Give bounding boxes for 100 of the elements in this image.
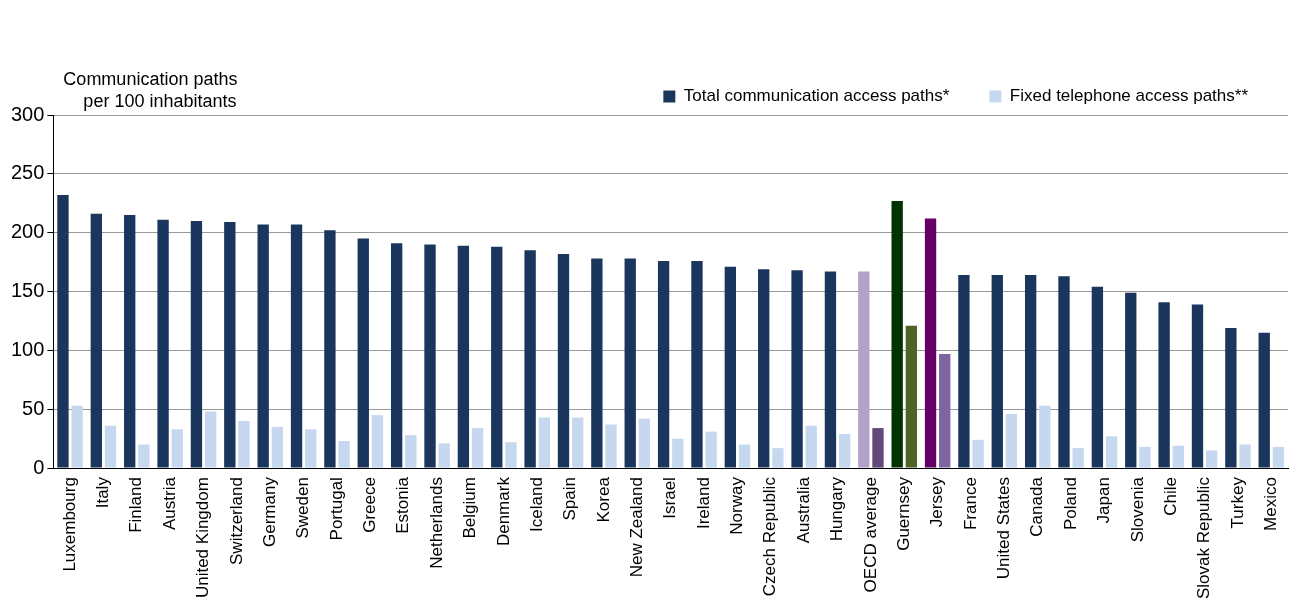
- x-tick-label: Czech Republic: [760, 476, 780, 597]
- y-tick-label: 300: [10, 102, 45, 125]
- bar: [524, 250, 536, 468]
- x-tick-label: Germany: [259, 476, 279, 548]
- bar: [1258, 332, 1270, 468]
- bar: [224, 222, 236, 468]
- x-tick-label: Estonia: [393, 476, 413, 534]
- bar: [724, 266, 736, 468]
- bar: [557, 253, 570, 468]
- bar: [691, 260, 703, 468]
- x-tick-label: Switzerland: [226, 477, 246, 565]
- x-tick-label: Sweden: [293, 477, 313, 539]
- bar: [905, 325, 918, 468]
- bar: [838, 433, 851, 468]
- bar: [824, 271, 837, 468]
- x-tick-label: Luxembourg: [59, 477, 79, 572]
- bar: [972, 439, 984, 468]
- bar: [238, 421, 250, 468]
- x-tick-label: Spain: [560, 477, 580, 521]
- bar: [1239, 444, 1251, 468]
- bar: [338, 441, 350, 468]
- bar: [1272, 446, 1285, 468]
- bar: [204, 411, 217, 468]
- bar: [1125, 292, 1137, 468]
- bar: [290, 224, 303, 468]
- bar: [624, 258, 636, 468]
- y-axis-title: Communication paths per 100 inhabitants: [63, 68, 238, 111]
- x-tick-label: Poland: [1060, 477, 1080, 531]
- bar: [1172, 445, 1184, 468]
- x-tick-label: Chile: [1160, 477, 1180, 516]
- y-tick-label: 200: [10, 220, 45, 243]
- x-tick-label: Netherlands: [426, 477, 446, 569]
- x-tick-label: United Kingdom: [193, 477, 213, 599]
- x-tick-label: Finland: [126, 477, 146, 533]
- bar: [657, 260, 670, 468]
- bar: [1072, 448, 1084, 468]
- bar: [791, 270, 803, 468]
- bar: [738, 444, 751, 468]
- bar: [71, 405, 83, 468]
- bar: [424, 244, 436, 468]
- bar: [171, 429, 183, 468]
- x-tick-label: Israel: [660, 477, 680, 519]
- x-tick-label: Slovak Republic: [1194, 476, 1214, 600]
- bar: [371, 415, 384, 468]
- bar: [705, 431, 717, 468]
- bar: [572, 417, 584, 468]
- bar: [924, 218, 937, 468]
- bar: [1005, 413, 1018, 468]
- x-tick-label: Guernsey: [893, 476, 913, 551]
- x-tick-label: Korea: [593, 476, 613, 523]
- bar: [138, 444, 150, 468]
- x-tick-label: Italy: [93, 476, 113, 509]
- x-tick-label: France: [960, 477, 980, 531]
- x-tick-label: Norway: [727, 476, 747, 535]
- bar: [1206, 450, 1218, 468]
- bar: [1105, 436, 1118, 468]
- bar: [57, 195, 69, 468]
- x-tick-label: Canada: [1027, 476, 1047, 537]
- bar: [190, 220, 203, 468]
- y-tick-label: 250: [10, 161, 45, 184]
- bar: [772, 448, 784, 468]
- bar: [758, 269, 770, 468]
- bar: [390, 243, 403, 468]
- bar: [1091, 286, 1104, 468]
- x-tick-label: Jersey: [927, 476, 947, 528]
- bar: [1225, 328, 1237, 468]
- legend-label: Fixed telephone access paths**: [1009, 86, 1249, 106]
- y-tick-label: 0: [33, 455, 45, 478]
- bar: [939, 353, 951, 468]
- x-tick-label: Greece: [360, 477, 380, 533]
- bar: [538, 417, 550, 468]
- bar: [858, 271, 870, 468]
- bar: [591, 258, 603, 468]
- x-tick-label: Portugal: [326, 477, 346, 541]
- bar: [1158, 302, 1170, 468]
- x-tick-label: New Zealand: [627, 477, 646, 578]
- bar: [157, 219, 169, 468]
- x-tick-label: OECD average: [860, 477, 880, 593]
- bar: [1058, 276, 1070, 468]
- bar: [305, 429, 317, 468]
- bar: [1024, 275, 1037, 468]
- x-tick-label: Turkey: [1227, 476, 1247, 529]
- x-tick-label: Belgium: [460, 477, 480, 539]
- x-tick-label: United States: [994, 477, 1014, 580]
- bar: [805, 425, 817, 468]
- bar: [1039, 405, 1051, 468]
- x-tick-label: Ireland: [693, 477, 713, 530]
- bar: [471, 428, 484, 468]
- bar: [1139, 446, 1151, 468]
- x-tick-label: Mexico: [1261, 477, 1280, 531]
- x-tick-label: Japan: [1094, 477, 1114, 524]
- bar: [991, 275, 1003, 468]
- legend-label: Total communication access paths*: [683, 86, 950, 106]
- bar: [958, 275, 970, 468]
- bar: [104, 425, 117, 468]
- bar: [124, 215, 136, 468]
- bar: [324, 230, 336, 468]
- x-tick-label: Slovenia: [1127, 476, 1147, 543]
- x-tick-label: Australia: [793, 476, 813, 544]
- x-tick-label: Iceland: [526, 477, 546, 532]
